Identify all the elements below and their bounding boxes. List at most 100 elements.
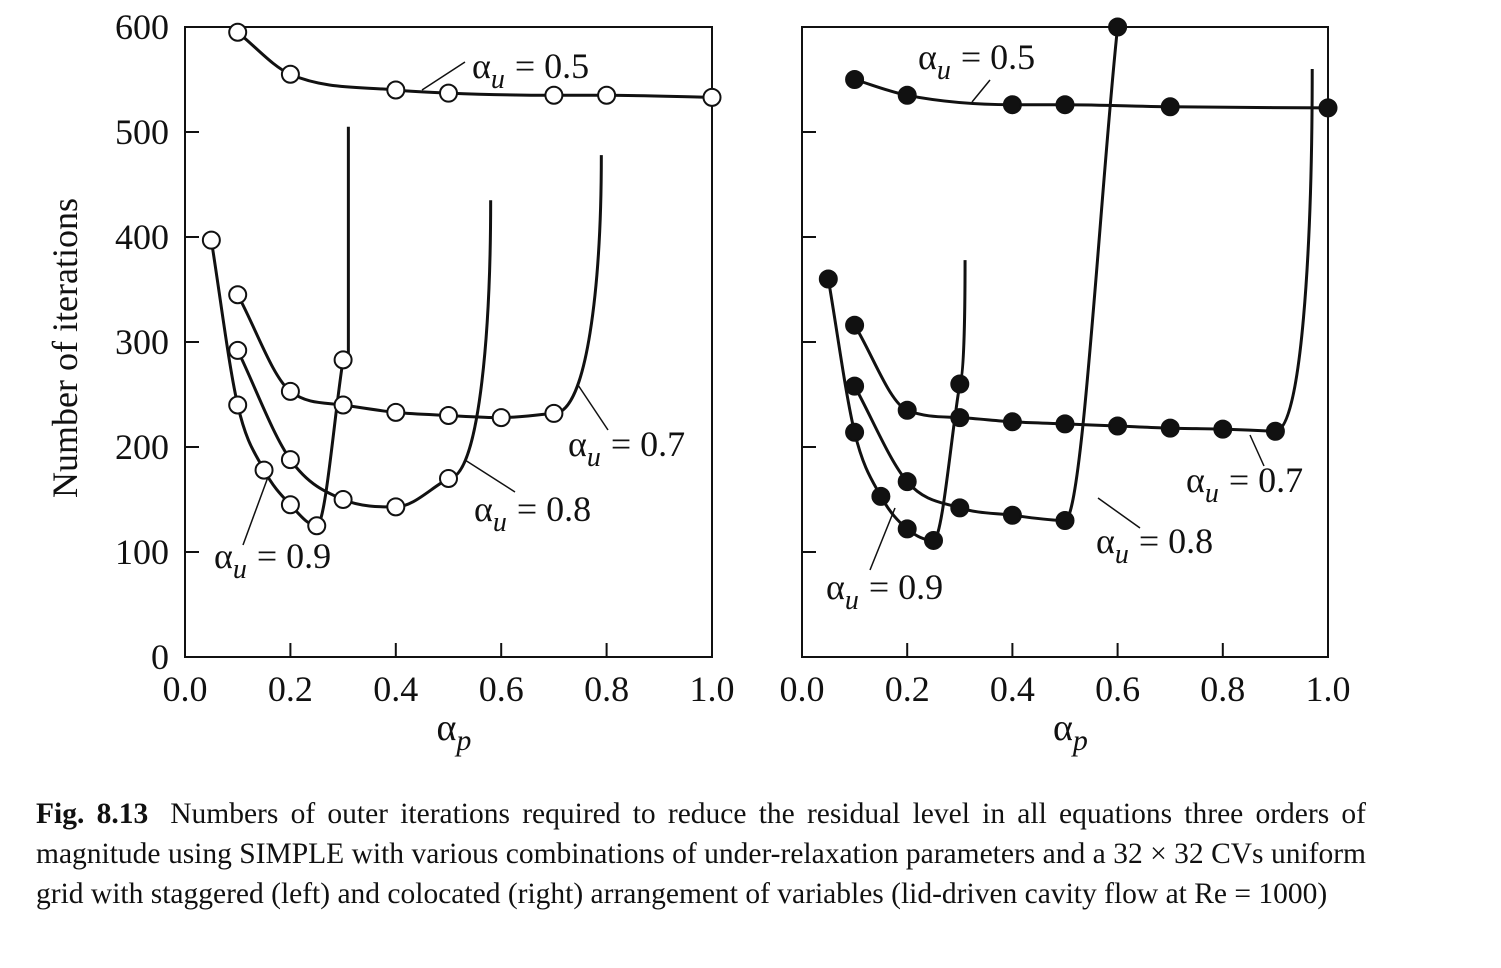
caption-text: Numbers of outer iterations required to … [36,798,1367,910]
data-point [1265,421,1285,441]
series-label-text: αu = 0.5 [472,46,589,95]
data-point [845,315,865,335]
x-tick-label: 0.8 [1200,669,1245,709]
data-point [307,516,327,536]
series-label: αu = 0.7 [1186,460,1303,509]
y-tick-label: 100 [115,532,169,572]
series-label: αu = 0.9 [214,536,331,585]
caption-label: Fig. 8.13 [36,798,149,830]
data-point [491,408,511,428]
figure: Number of iterations 0 100 200 300 400 500 600… [45,7,1351,757]
y-tick-label: 300 [115,322,169,362]
data-point [897,400,917,420]
data-point [597,85,617,105]
y-tick-label: 500 [115,112,169,152]
x-tick-label: 1.0 [1306,669,1351,709]
series-line [854,78,1329,110]
series-line [853,26,1120,523]
figure-caption: Fig. 8.13 Numbers of outer iterations req… [36,794,1366,914]
y-axis-title: Number of iterations [45,198,85,498]
y-tick-label: 0 [151,637,169,677]
series-line-extension [553,155,603,415]
y-tick-label: 400 [115,217,169,257]
series-label: αu = 0.8 [474,489,591,538]
x-tick-label: 0.2 [268,669,313,709]
y-axis-title-group: Number of iterations [45,198,85,498]
x-tick-label: 0.0 [163,669,208,709]
data-point [1002,412,1022,432]
series-line [236,349,450,509]
x-tick-label: 0.4 [990,669,1035,709]
data-point [1055,414,1075,434]
data-point [386,80,406,100]
data-point [228,340,248,360]
series-label-text: αu = 0.7 [568,424,685,473]
label-leader-line [1249,434,1265,467]
data-point [845,376,865,396]
x-tick-label: 1.0 [690,669,735,709]
data-point [386,497,406,517]
data-point [439,83,458,103]
series-line-extension [448,200,493,480]
x-axis-title: αp [437,707,472,757]
data-point [924,530,943,550]
series-label: αu = 0.5 [472,46,589,95]
data-point [897,85,917,105]
data-point [1318,98,1338,118]
data-point [333,395,353,415]
data-point [280,381,300,401]
data-point [228,22,248,42]
data-point [818,269,838,289]
x-tick-label: 0.6 [1095,669,1140,709]
data-point [702,87,722,107]
x-tick-label: 0.0 [780,669,825,709]
data-point [439,406,458,425]
plot-frame [801,26,1329,658]
series-label: αu = 0.5 [918,37,1035,86]
label-leader-line [1097,497,1141,529]
series-label-text: αu = 0.8 [474,489,591,538]
data-point [1002,505,1022,525]
x-axis-title: αp [1053,707,1088,757]
series-label-text: αu = 0.5 [918,37,1035,86]
data-point [950,498,970,518]
x-tick-label: 0.6 [479,669,524,709]
series-label: αu = 0.7 [568,424,685,473]
series-label-text: αu = 0.9 [214,536,331,585]
y-tick-label: 600 [115,7,169,47]
data-point [1055,511,1075,530]
data-point [871,486,891,506]
series-line-extension [958,260,967,386]
data-point [544,403,564,423]
x-tick-label: 0.4 [373,669,418,709]
label-leader-line [869,507,896,571]
data-point [897,519,917,539]
data-point [1002,95,1022,115]
data-point [1160,97,1180,117]
left-panel-staggered: 0 100 200 300 400 500 600 0.0 0.2 0.4 0.6 0.8 1.0 αp α… [115,7,735,757]
series-label-text: αu = 0.7 [1186,460,1303,509]
data-point [950,408,970,428]
data-point [950,374,970,394]
data-point [280,64,300,84]
data-point [544,85,564,105]
label-leader-line [577,384,609,431]
data-point [228,285,248,305]
series-line [209,239,345,528]
label-leader-line [971,79,991,103]
data-point [280,495,300,515]
data-point [439,469,458,488]
data-point [228,395,248,415]
y-tick-label: 200 [115,427,169,467]
series-label: αu = 0.9 [826,567,943,616]
data-point [280,450,300,470]
label-leader-line [464,459,516,493]
data-point [201,230,221,250]
series-line-extension [1274,68,1314,433]
data-point [333,490,353,509]
x-tick-label: 0.2 [885,669,930,709]
data-point [1108,17,1128,37]
label-leader-line [421,61,466,91]
series-label-text: αu = 0.9 [826,567,943,616]
data-point [1055,95,1075,115]
